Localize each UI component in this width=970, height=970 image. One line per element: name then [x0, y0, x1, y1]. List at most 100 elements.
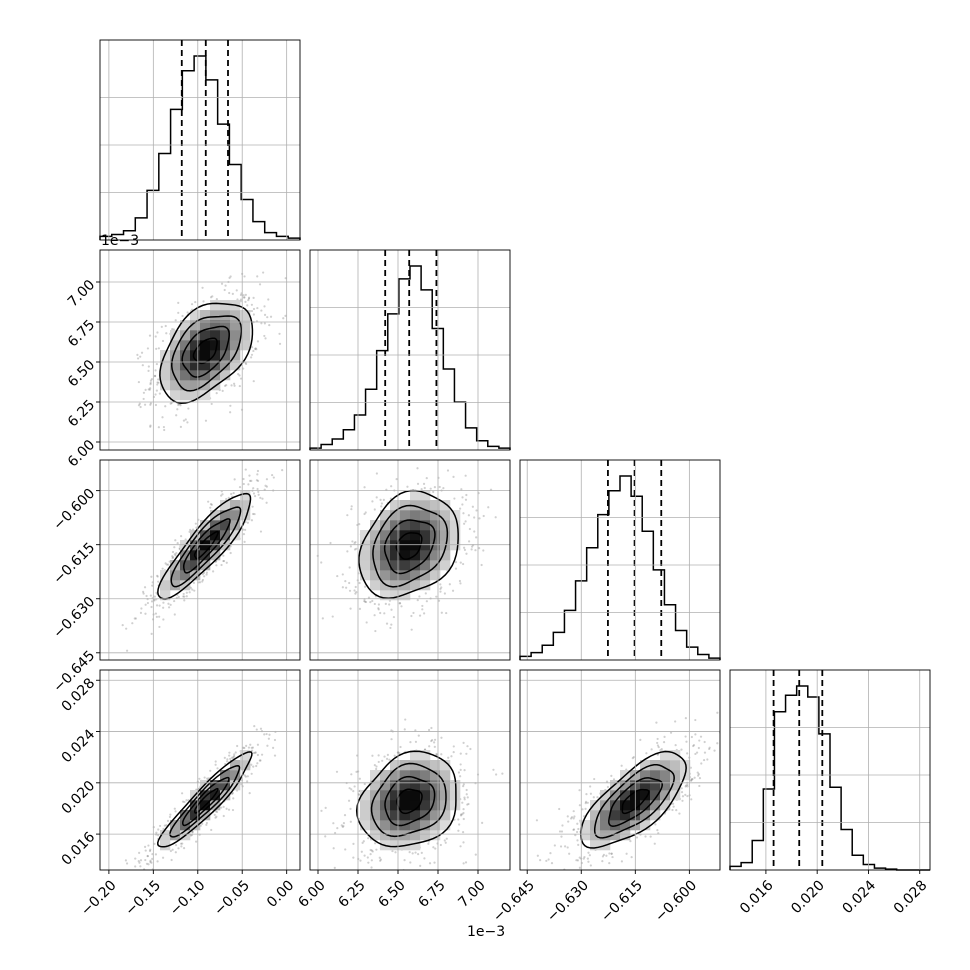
sample-point: [220, 494, 223, 497]
sample-point: [398, 602, 402, 605]
sample-point: [656, 737, 659, 741]
sample-point: [421, 608, 424, 611]
sample-point: [363, 782, 366, 786]
sample-point: [610, 852, 613, 855]
sample-point: [248, 479, 252, 482]
sample-point: [263, 334, 266, 338]
sample-point: [410, 628, 413, 631]
sample-point: [390, 623, 393, 626]
sample-point: [215, 810, 219, 814]
sample-point: [121, 624, 124, 627]
sample-point: [335, 770, 339, 773]
density-cell: [390, 530, 401, 541]
sample-point: [340, 824, 343, 827]
sample-point: [440, 586, 443, 589]
density-cell: [600, 790, 611, 801]
sample-point: [596, 796, 599, 799]
sample-point: [125, 649, 129, 652]
density-cell: [430, 540, 441, 551]
sample-point: [363, 599, 366, 603]
sample-point: [164, 324, 167, 328]
sample-point: [188, 591, 191, 594]
density-cell: [410, 840, 421, 851]
sample-point: [426, 871, 428, 873]
sample-point: [489, 488, 493, 491]
sample-point: [363, 512, 366, 516]
sample-point: [421, 604, 424, 608]
density-cell: [190, 570, 201, 581]
sample-point: [462, 817, 465, 821]
sample-point: [142, 592, 145, 595]
sample-point: [473, 530, 476, 533]
sample-point: [249, 743, 252, 746]
density-cell: [400, 590, 411, 601]
sample-point: [177, 595, 180, 599]
sample-point: [430, 726, 433, 730]
sample-point: [231, 792, 234, 795]
density-cell: [390, 540, 401, 551]
sample-point: [237, 373, 240, 376]
sample-point: [550, 861, 554, 865]
sample-point: [560, 885, 562, 887]
density-cell: [430, 760, 441, 771]
sample-point: [341, 586, 344, 589]
sample-point: [573, 815, 576, 818]
sample-point: [162, 601, 165, 604]
sample-point: [162, 606, 165, 609]
panel-2-1-contour-0: [395, 532, 423, 560]
sample-point: [252, 307, 256, 311]
sample-point: [156, 383, 159, 386]
density-cell: [380, 560, 391, 571]
density-cell: [390, 760, 401, 771]
density-cell: [380, 830, 391, 841]
density-cell: [180, 380, 191, 391]
sample-point: [171, 327, 174, 331]
sample-point: [656, 741, 659, 745]
sample-point: [243, 746, 246, 750]
sample-point: [684, 717, 687, 720]
sample-point: [669, 731, 673, 734]
density-cell: [660, 750, 671, 761]
density-cell: [390, 790, 401, 801]
sample-point: [583, 815, 586, 818]
sample-point: [162, 425, 166, 429]
sample-point: [242, 746, 245, 749]
sample-point: [252, 313, 255, 316]
sample-point: [173, 807, 176, 810]
density-cell: [670, 760, 681, 771]
sample-point: [689, 779, 693, 782]
sample-point: [165, 563, 168, 566]
sample-point: [549, 852, 552, 855]
sample-point: [198, 581, 202, 584]
density-cell: [410, 810, 421, 821]
sample-point: [162, 827, 165, 831]
density-cell: [410, 490, 421, 501]
sample-point: [403, 728, 406, 731]
sample-point: [690, 798, 693, 801]
sample-point: [349, 607, 352, 610]
sample-point: [369, 601, 372, 604]
hist-panel-3-histogram: [729, 685, 930, 871]
density-cell: [190, 820, 201, 831]
sample-point: [193, 589, 196, 592]
sample-point: [187, 407, 190, 410]
density-cell: [210, 550, 221, 561]
sample-point: [414, 740, 418, 743]
sample-point: [244, 528, 247, 531]
sample-point: [260, 753, 264, 756]
density-cell: [640, 770, 651, 781]
sample-point: [423, 486, 426, 490]
sample-point: [235, 289, 238, 292]
sample-point: [690, 779, 693, 782]
sample-point: [373, 508, 376, 511]
sample-point: [244, 775, 247, 778]
density-cell: [360, 810, 371, 821]
sample-point: [138, 861, 141, 864]
sample-point: [201, 822, 204, 825]
sample-point: [462, 512, 465, 515]
sample-point: [547, 858, 550, 861]
density-cell: [230, 340, 241, 351]
density-cell: [370, 830, 381, 841]
sample-point: [185, 591, 188, 594]
sample-point: [708, 747, 711, 751]
